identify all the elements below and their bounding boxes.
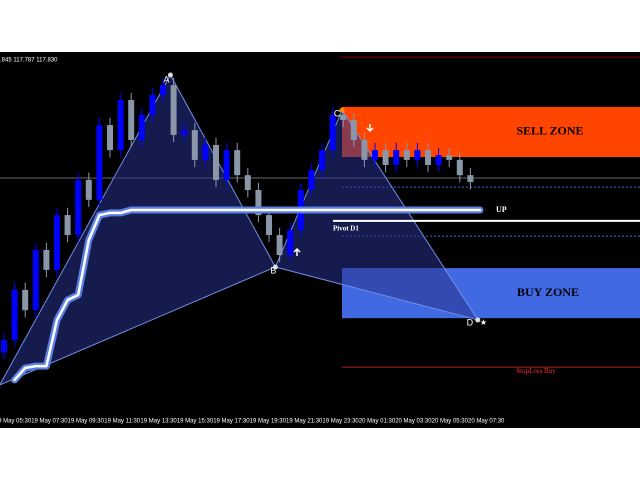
candle-body (308, 170, 315, 191)
x-tick-label: 19 May 15:30 (177, 419, 214, 425)
candle-body (213, 145, 219, 180)
x-tick-label: 19 May 19:30 (250, 419, 287, 425)
x-tick-label: 19 May 09:30 (68, 419, 105, 425)
candle-body (64, 215, 71, 236)
x-tick-label: 19 May 17:30 (213, 419, 250, 425)
candle-body (340, 114, 347, 120)
pattern-label: B (270, 265, 276, 275)
candle-body (96, 125, 103, 200)
pattern-point (475, 317, 481, 323)
candle-body (255, 190, 262, 216)
candle-body (456, 159, 463, 176)
candle-body (149, 94, 156, 115)
x-tick-label: 19 May 11:30 (104, 419, 141, 425)
candle-body (181, 130, 188, 135)
candle-body (117, 100, 124, 151)
sell-zone-label: SELL ZONE (516, 124, 583, 138)
candle-body (54, 215, 60, 270)
pattern-label: A (163, 74, 169, 84)
pattern-label: D (467, 317, 474, 327)
band-line (13, 208, 482, 382)
candle-body (435, 155, 442, 165)
arrow-down (366, 124, 374, 133)
candle-body (234, 150, 241, 176)
candle-body (128, 100, 135, 140)
candle-body (319, 150, 325, 171)
pattern-point (339, 107, 345, 113)
candle-body (160, 85, 166, 95)
candle-body (22, 289, 29, 311)
pattern-point (272, 264, 278, 270)
x-tick-label: 20 May 01:30 (359, 419, 396, 425)
x-tick-label: 19 May 21:30 (286, 419, 323, 425)
star: ★ (480, 318, 487, 327)
candle-body (414, 150, 421, 160)
candle-body (382, 150, 389, 165)
sell-zone (342, 106, 640, 158)
candle-body (170, 85, 177, 135)
candle-body (276, 235, 283, 256)
candle-body (43, 249, 50, 270)
candle-body (329, 114, 336, 151)
stoploss-label: StopLoss Buy (516, 367, 556, 375)
candle-body (372, 150, 378, 160)
candle-body (425, 150, 431, 165)
candle-body (403, 150, 410, 160)
candle-body (202, 145, 209, 160)
candle-body (244, 175, 251, 191)
x-tick-label: 20 May 07:30 (468, 419, 505, 425)
pattern-label: C (334, 109, 341, 119)
candle-body (361, 139, 368, 160)
x-tick-label: 20 May 03:30 (395, 419, 432, 425)
x-tick-label: 20 May 05:30 (432, 419, 469, 425)
up-label: UP (496, 205, 507, 214)
pattern-point (167, 72, 173, 78)
candle-body (350, 119, 357, 140)
arrow-up (293, 247, 301, 256)
candle-body (85, 179, 92, 200)
candle-body (223, 150, 230, 180)
pivot-label: Pivot D1 (333, 225, 359, 233)
candle-body (138, 114, 145, 140)
candle-body (191, 130, 198, 160)
buy-zone-label: BUY ZONE (517, 285, 579, 299)
candle-body (467, 175, 474, 183)
candle-body (393, 150, 400, 165)
candle-body (1, 339, 7, 353)
x-tick-label: 19 May 23:30 (322, 419, 359, 425)
candle-body (75, 179, 82, 236)
x-tick-label: 19 May 05:30 (0, 419, 32, 425)
candle-body (287, 229, 294, 256)
candle-body (11, 289, 18, 340)
candle-body (107, 125, 113, 151)
candle-body (32, 249, 39, 311)
candle-body (266, 215, 272, 236)
header: .845 117.787 117.830 (0, 58, 58, 64)
x-tick-label: 19 May 13:30 (140, 419, 177, 425)
candle-body (446, 155, 453, 160)
x-tick-label: 19 May 07:30 (31, 419, 68, 425)
